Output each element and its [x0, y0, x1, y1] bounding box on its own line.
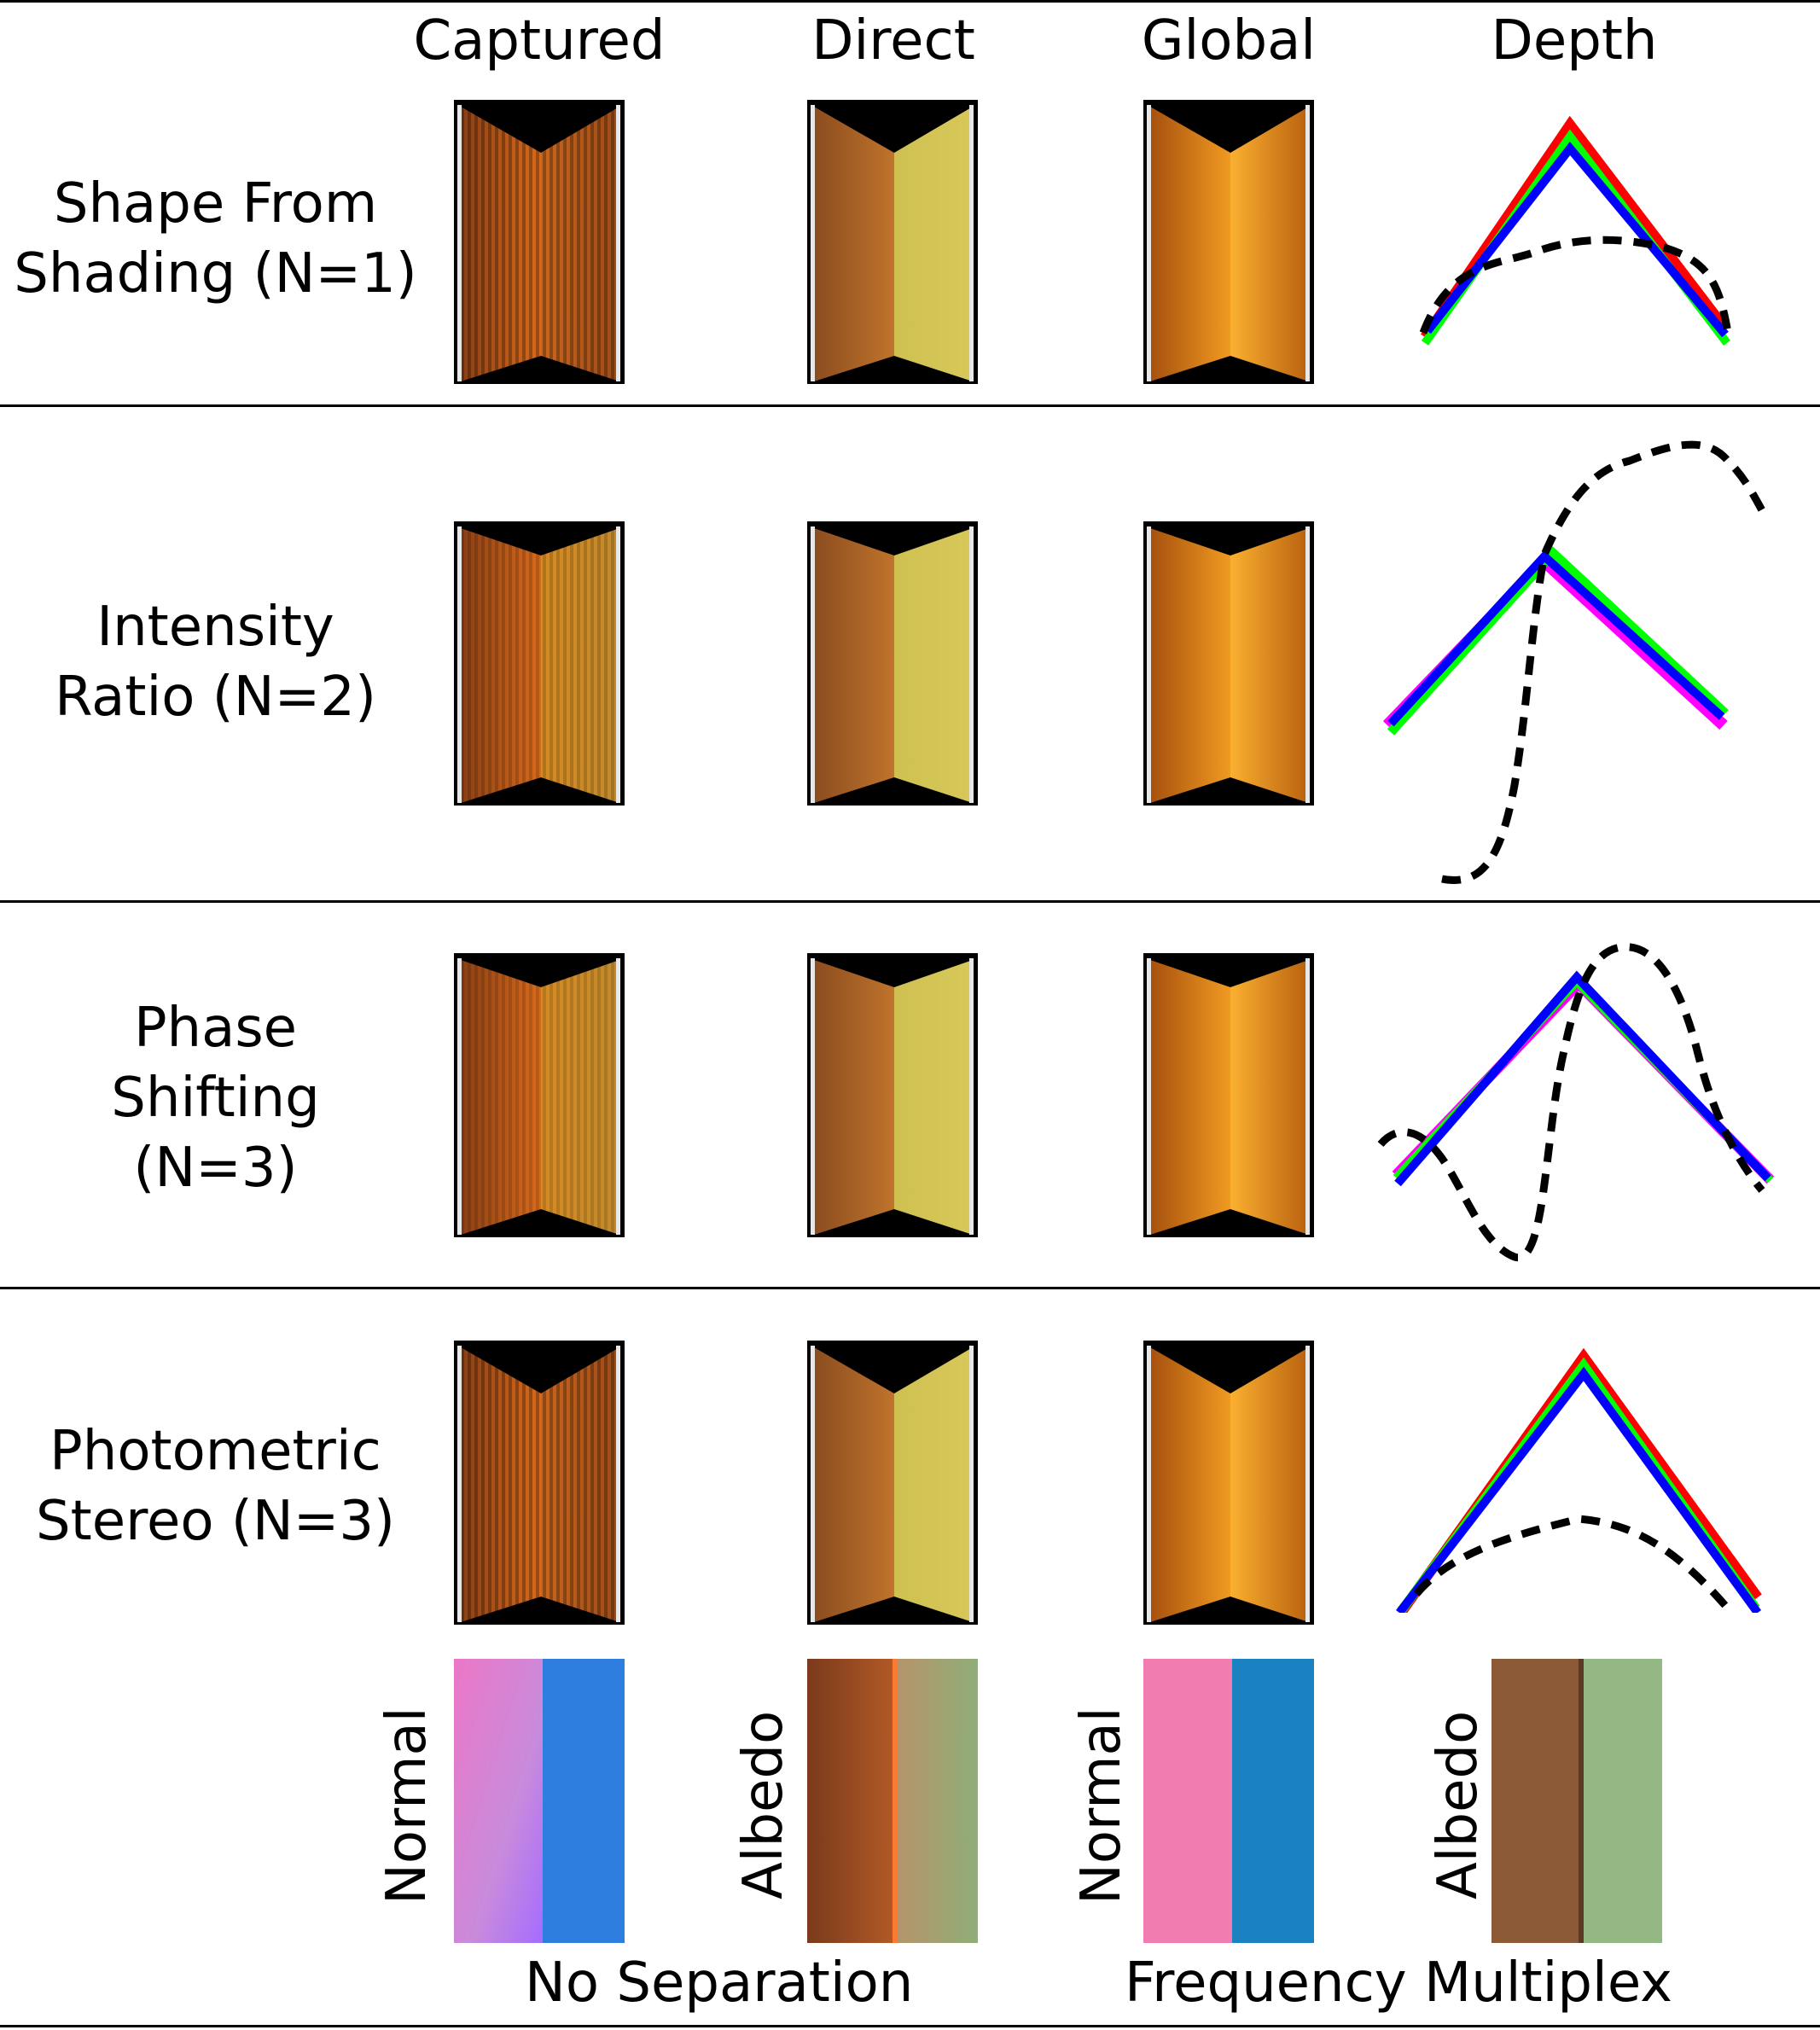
column-header-direct: Direct [811, 9, 975, 73]
depth-curve-green [1393, 976, 1774, 1184]
depth-curve-blue [1394, 970, 1771, 1187]
row-label-phase-shifting: Phase Shifting (N=3) [0, 993, 431, 1203]
normal-label-left: Normal [375, 1707, 439, 1905]
folded-card-image [457, 526, 620, 803]
albedo-map-no-separation [807, 1659, 978, 1943]
depth-plot-shape-from-shading [1419, 115, 1732, 346]
albedo-map-frequency-multiplex [1491, 1659, 1662, 1943]
albedo-label-right: Albedo [1427, 1710, 1490, 1899]
row-label-line: Ratio (N=2) [55, 666, 376, 729]
row-label-intensity-ratio: Intensity Ratio (N=2) [0, 592, 431, 732]
row-label-line: Stereo (N=3) [35, 1490, 396, 1553]
bottom-rule [0, 2025, 1820, 2027]
panel-ps-global [1143, 953, 1314, 1237]
albedo-label-left: Albedo [732, 1710, 795, 1899]
folded-card-image [1147, 105, 1310, 381]
panel-ps-direct [807, 953, 978, 1237]
normal-label-right: Normal [1070, 1707, 1133, 1905]
row-label-line: Shading (N=1) [14, 242, 417, 305]
normal-map-image [1143, 1659, 1314, 1943]
depth-curve-blue [1424, 142, 1729, 338]
depth-plot-intensity-ratio [1382, 440, 1765, 884]
folded-card-image [811, 105, 974, 381]
depth-curve-magenta [1382, 553, 1728, 730]
panel-ir-global [1143, 521, 1314, 806]
folded-card-image [457, 105, 620, 381]
depth-curve-dashed [1413, 1515, 1731, 1611]
normal-map-frequency-multiplex [1143, 1659, 1314, 1943]
panel-sfs-captured [454, 100, 625, 384]
row-divider-2 [0, 900, 1820, 903]
depth-plot-phase-shifting [1377, 943, 1775, 1262]
caption-frequency-multiplex: Frequency Multiplex [1125, 1951, 1672, 2015]
panel-sfs-global [1143, 100, 1314, 384]
row-label-line: Shape From [53, 172, 378, 236]
depth-curve-dashed [1441, 440, 1765, 884]
depth-curve-magenta [1392, 976, 1775, 1184]
column-header-depth: Depth [1491, 9, 1658, 73]
folded-card-image [1147, 526, 1310, 803]
panel-pst-captured [454, 1341, 625, 1625]
column-header-captured: Captured [413, 9, 666, 73]
folded-card-image [1147, 1346, 1310, 1622]
row-label-line: Shifting [111, 1067, 320, 1130]
depth-curve-green [1387, 546, 1729, 736]
panel-pst-global [1143, 1341, 1314, 1625]
panel-pst-direct [807, 1341, 978, 1625]
row-label-line: (N=3) [133, 1137, 298, 1200]
depth-curve-blue [1396, 1366, 1762, 1613]
panel-ps-captured [454, 953, 625, 1237]
row-divider-1 [0, 404, 1820, 407]
row-label-line: Intensity [96, 596, 334, 659]
column-header-global: Global [1141, 9, 1317, 73]
depth-curve-red [1397, 1347, 1762, 1613]
depth-plot-photometric-stereo [1396, 1347, 1762, 1613]
depth-curve-green [1397, 1357, 1760, 1613]
row-label-line: Photometric [49, 1420, 381, 1483]
depth-curve-blue [1387, 550, 1725, 727]
row-label-photometric-stereo: Photometric Stereo (N=3) [0, 1416, 431, 1556]
albedo-map-image [1491, 1659, 1662, 1943]
caption-no-separation: No Separation [525, 1951, 914, 2015]
folded-card-image [811, 1346, 974, 1622]
normal-map-no-separation [454, 1659, 625, 1943]
row-label-line: Phase [133, 997, 298, 1060]
folded-card-image [811, 958, 974, 1235]
folded-card-image [457, 958, 620, 1235]
folded-card-image [457, 1346, 620, 1622]
folded-card-image [811, 526, 974, 803]
row-divider-3 [0, 1287, 1820, 1289]
depth-curve-dashed [1377, 943, 1765, 1262]
depth-curve-dashed [1419, 236, 1732, 334]
albedo-map-image [807, 1659, 978, 1943]
top-rule [0, 0, 1820, 3]
normal-map-image [454, 1659, 625, 1943]
folded-card-image [1147, 958, 1310, 1235]
panel-ir-direct [807, 521, 978, 806]
row-label-shape-from-shading: Shape From Shading (N=1) [0, 169, 431, 309]
panel-ir-captured [454, 521, 625, 806]
panel-sfs-direct [807, 100, 978, 384]
